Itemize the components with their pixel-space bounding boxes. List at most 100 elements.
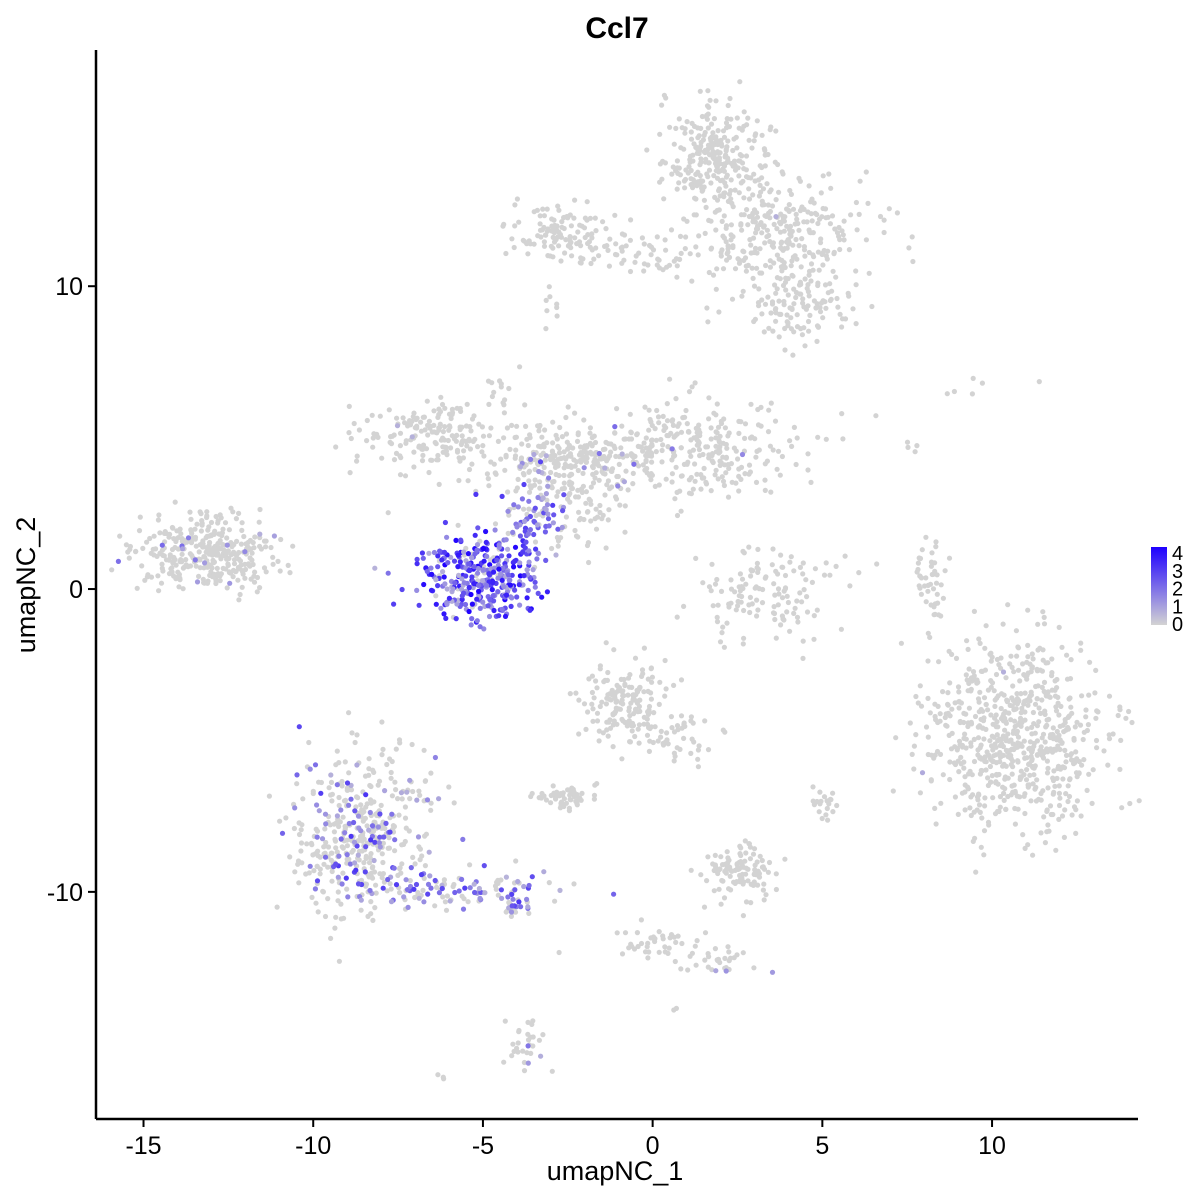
data-point-expressing xyxy=(115,558,121,565)
data-point xyxy=(718,854,724,860)
data-point xyxy=(817,789,823,795)
data-point xyxy=(684,421,690,427)
data-point xyxy=(469,416,476,422)
x-tick-label: 5 xyxy=(815,1132,829,1160)
data-point xyxy=(715,128,721,134)
data-point xyxy=(500,223,506,229)
data-point-expressing xyxy=(524,896,530,903)
data-point-expressing xyxy=(377,834,383,840)
data-point xyxy=(714,614,720,621)
data-point xyxy=(593,461,599,467)
data-point-expressing xyxy=(389,811,395,817)
data-point-expressing xyxy=(510,564,517,570)
data-point xyxy=(979,380,986,386)
data-point xyxy=(1030,709,1036,716)
data-point xyxy=(620,693,626,699)
data-point xyxy=(575,534,581,540)
data-point xyxy=(1073,807,1079,813)
data-point xyxy=(767,238,773,245)
data-point xyxy=(688,750,694,757)
data-point xyxy=(155,573,161,579)
data-point xyxy=(679,940,685,947)
data-point xyxy=(674,431,680,437)
data-point xyxy=(810,784,816,790)
data-point xyxy=(144,539,150,545)
data-point xyxy=(1074,798,1080,804)
data-point xyxy=(923,599,929,605)
data-point xyxy=(1110,731,1116,737)
data-point xyxy=(839,228,845,234)
data-point xyxy=(669,457,675,463)
data-point xyxy=(397,740,403,746)
data-point-expressing xyxy=(596,450,602,457)
data-point xyxy=(767,443,774,449)
data-point xyxy=(294,781,300,787)
data-point xyxy=(1005,602,1011,608)
data-point xyxy=(812,566,819,572)
data-point xyxy=(1027,698,1033,704)
data-point xyxy=(600,219,606,225)
data-point xyxy=(535,233,541,239)
legend-colorbar xyxy=(1151,547,1167,625)
data-point xyxy=(173,562,179,568)
data-point xyxy=(740,548,746,555)
data-point xyxy=(549,228,555,234)
data-point xyxy=(993,779,999,785)
data-point xyxy=(643,457,649,463)
data-point xyxy=(395,872,401,879)
data-point xyxy=(925,588,931,594)
data-point xyxy=(656,949,662,955)
data-point xyxy=(718,418,724,424)
data-point xyxy=(549,448,556,454)
data-point xyxy=(375,434,381,440)
data-point xyxy=(774,466,780,472)
data-point xyxy=(722,729,728,735)
data-point xyxy=(348,787,355,793)
data-point-expressing xyxy=(474,618,480,624)
data-point-expressing xyxy=(376,840,382,846)
data-point-expressing xyxy=(428,587,435,593)
data-point xyxy=(715,476,721,482)
data-point-expressing xyxy=(433,601,439,607)
data-point-expressing xyxy=(919,770,926,776)
data-point xyxy=(1045,765,1051,772)
data-point xyxy=(495,438,501,444)
data-point xyxy=(786,202,792,208)
data-point xyxy=(540,1032,546,1038)
data-point xyxy=(1068,704,1074,710)
data-point xyxy=(716,867,722,873)
data-point xyxy=(314,863,320,869)
data-point xyxy=(933,580,940,586)
data-point xyxy=(603,640,609,646)
data-point xyxy=(621,436,627,442)
data-point xyxy=(647,472,653,478)
data-point xyxy=(428,423,434,430)
data-point xyxy=(731,158,738,164)
data-point xyxy=(781,218,788,224)
data-point xyxy=(480,433,487,439)
data-point xyxy=(725,198,732,204)
data-point xyxy=(746,471,752,477)
data-point xyxy=(820,315,826,321)
data-point xyxy=(329,878,335,884)
data-point xyxy=(447,424,453,430)
data-point xyxy=(231,542,237,548)
data-point xyxy=(702,957,708,963)
data-point xyxy=(329,850,335,856)
data-point xyxy=(336,958,342,964)
data-point xyxy=(558,535,564,541)
data-point-expressing xyxy=(537,459,544,465)
data-point xyxy=(736,260,743,266)
data-point-expressing xyxy=(442,581,448,587)
data-point xyxy=(949,706,955,712)
data-point xyxy=(1015,759,1021,765)
data-point-expressing xyxy=(424,797,431,803)
data-point xyxy=(226,527,232,533)
data-point-expressing xyxy=(470,585,476,591)
data-point-expressing xyxy=(404,789,410,795)
legend-label: 3 xyxy=(1172,561,1183,583)
data-point xyxy=(674,512,681,519)
data-point xyxy=(1055,694,1061,701)
data-point xyxy=(712,209,718,215)
data-point xyxy=(643,435,649,441)
